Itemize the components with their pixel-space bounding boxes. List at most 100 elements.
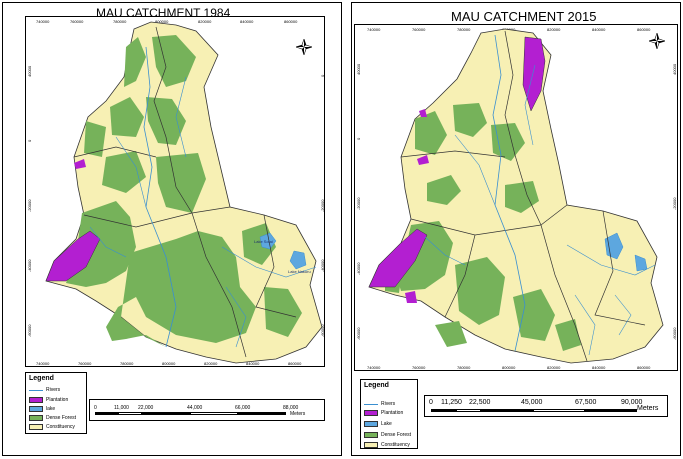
scale-label: 66,000: [235, 405, 251, 411]
map-1984: [45, 21, 323, 364]
x-tick: 840000: [240, 19, 254, 24]
x-tick: 760000: [70, 19, 84, 24]
legend-swatch-plantation: [364, 410, 378, 416]
scale-segment: [585, 409, 637, 412]
forest-patch: [124, 37, 146, 87]
north-arrow-icon: [649, 33, 665, 49]
forest-patch: [84, 121, 106, 157]
forest-patch: [156, 153, 206, 213]
scale-label: 11,250: [441, 399, 462, 406]
map-2015: [368, 28, 664, 364]
plantation-area: [419, 109, 427, 117]
scale-label: 44,000: [187, 405, 203, 411]
x-tick: 780000: [120, 361, 134, 366]
river: [454, 134, 496, 206]
forest-patch: [152, 35, 196, 87]
lake-area: [604, 232, 624, 260]
legend-item-constituency: Constituency: [381, 442, 410, 448]
forest-patch: [513, 289, 555, 341]
forest-patch: [208, 279, 232, 317]
legend-swatch-forest: [29, 415, 43, 421]
forest-patch: [505, 181, 539, 213]
legend-item-plantation: Plantation: [46, 397, 69, 403]
river: [614, 294, 632, 336]
scale-segment: [481, 409, 533, 412]
place-label: Lake Nakuru: [288, 269, 311, 274]
scale-label: 88,000: [283, 405, 299, 411]
scale-segment: [238, 412, 286, 415]
x-tick: 760000: [412, 27, 426, 32]
x-tick: 860000: [284, 19, 298, 24]
constituency-boundary: [73, 146, 157, 158]
river: [225, 286, 247, 348]
legend-swatch-lake: [364, 421, 378, 427]
constituency-boundary: [83, 212, 193, 228]
river: [424, 236, 466, 266]
constituency-boundary: [540, 224, 588, 362]
x-tick: 820000: [547, 365, 561, 370]
x-tick: 840000: [592, 27, 606, 32]
legend-item-forest: Dense Forest: [381, 432, 412, 438]
scale-segment: [190, 412, 238, 415]
legend-swatch-rivers: [364, 404, 378, 405]
scale-unit: Meters: [290, 411, 306, 417]
lake-area: [289, 250, 307, 270]
right-legend: Legend Rivers Plantation Lake Dense Fore…: [360, 379, 418, 449]
right-scale-bar: 0 11,250 22,500 45,000 67,500 90,000 Met…: [424, 395, 668, 417]
river: [221, 246, 317, 278]
x-tick: 840000: [592, 365, 606, 370]
x-tick: 860000: [637, 365, 651, 370]
x-tick: 800000: [162, 361, 176, 366]
river: [175, 76, 187, 158]
river: [574, 294, 596, 356]
x-tick: 800000: [155, 19, 169, 24]
legend-item-lake: Lake: [381, 421, 392, 427]
legend-swatch-constituency: [364, 442, 378, 448]
x-tick: 740000: [367, 365, 381, 370]
x-tick: 780000: [457, 27, 471, 32]
scale-segment: [533, 409, 585, 412]
legend-swatch-lake: [29, 406, 43, 412]
constituency-boundary: [504, 30, 542, 226]
scale-segment: [431, 409, 456, 412]
left-map-frame: MAU CATCHMENT 1984 740000 760000 780000 …: [25, 6, 325, 367]
scale-label: 22,500: [469, 399, 491, 406]
river: [566, 244, 656, 276]
scale-label: 90,000: [621, 399, 643, 406]
plantation-area: [405, 291, 417, 303]
constituency-boundary: [444, 234, 476, 318]
forest-patch: [110, 97, 144, 137]
plantation-area: [74, 159, 86, 169]
constituency-boundary: [191, 206, 231, 214]
forest-patch: [102, 151, 146, 193]
legend-item-rivers: Rivers: [381, 401, 396, 407]
right-map-title: MAU CATCHMENT 2015: [451, 9, 597, 24]
x-tick: 840000: [246, 361, 260, 366]
forest-patch: [106, 231, 256, 347]
legend-item-plantation: Plantation: [381, 410, 404, 416]
right-map-panel: MAU CATCHMENT 2015 740000 760000 780000 …: [351, 2, 681, 456]
north-arrow-icon: [296, 39, 312, 55]
plantation-area: [522, 36, 546, 112]
scale-segment: [118, 412, 142, 415]
scale-label: 0: [94, 405, 97, 411]
forest-patch: [427, 175, 461, 205]
left-map-panel: MAU CATCHMENT 1984 740000 760000 780000 …: [2, 2, 342, 456]
x-tick: 860000: [637, 27, 651, 32]
legend-swatch-plantation: [29, 397, 43, 403]
forest-patch: [453, 103, 487, 137]
x-tick: 800000: [502, 365, 516, 370]
river: [492, 34, 526, 352]
river: [115, 136, 147, 208]
place-label: Lake Solai: [254, 239, 273, 244]
constituency-boundary: [400, 150, 506, 158]
legend-swatch-forest: [364, 432, 378, 438]
constituency-boundary: [540, 204, 568, 226]
constituency-boundary: [191, 212, 247, 358]
right-map-frame: MAU CATCHMENT 2015 740000 760000 780000 …: [354, 9, 678, 371]
scale-segment: [142, 412, 190, 415]
legend-title: Legend: [29, 375, 54, 382]
forest-patch: [491, 123, 525, 161]
legend-swatch-constituency: [29, 424, 43, 430]
x-tick: 760000: [412, 365, 426, 370]
